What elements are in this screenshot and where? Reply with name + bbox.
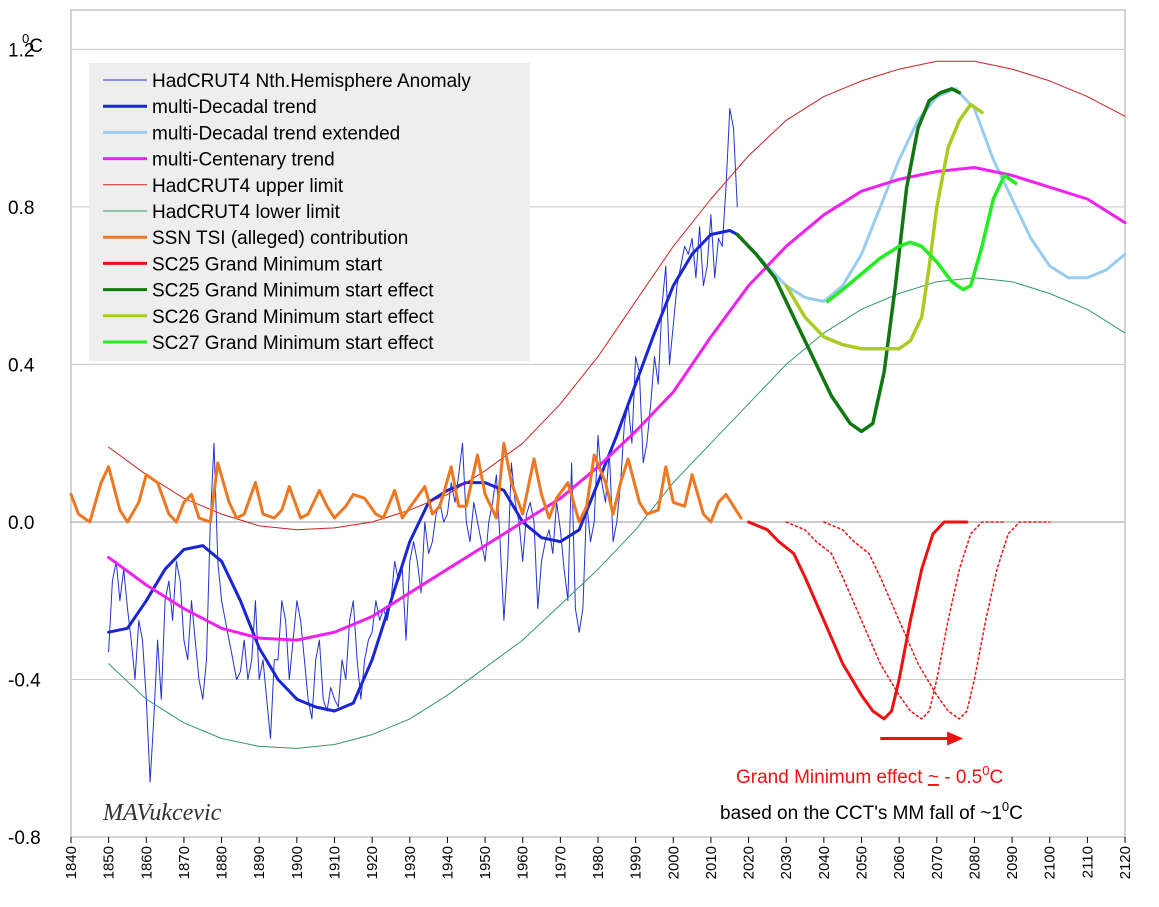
x-tick-label: 1910 [327,846,344,879]
x-tick-label: 2000 [665,846,682,879]
x-tick-label: 2050 [854,846,871,879]
x-tick-label: 2030 [778,846,795,879]
gm-effect-unit: C [989,767,1003,788]
x-tick-label: 1880 [214,846,231,879]
series-line-upper [108,60,1126,531]
legend-entry: multi-Decadal trend [152,97,317,118]
x-tick-label: 2090 [1004,846,1021,879]
x-tick-label: 2060 [891,846,908,879]
series-line-gm27_dot [823,521,1051,720]
x-tick-label: 1840 [63,846,80,879]
y-tick-label: -0.8 [8,828,41,849]
x-tick-label: 1890 [251,846,268,879]
series-line-lower [108,277,1126,749]
x-tick-label: 1900 [289,846,306,879]
basis-text: based on the CCT's MM fall of ~1 [720,803,1002,824]
signature: MAVukcevic [102,800,222,826]
gm-effect-degree: 0 [982,763,989,778]
y-tick-label: 0.8 [8,198,34,219]
basis-degree: 0 [1002,799,1009,814]
legend-entry: multi-Centenary trend [152,150,335,171]
legend-entry: SC27 Grand Minimum start effect [152,333,434,354]
x-tick-label: 1850 [101,846,118,879]
x-tick-label: 2080 [966,846,983,879]
x-tick-label: 1860 [138,846,155,879]
legend-entry: SC25 Grand Minimum start effect [152,281,434,302]
y-tick-label: -0.4 [8,670,41,691]
series-line-eff26 [784,102,984,351]
x-tick-label: 1980 [590,846,607,879]
series-line-eff25 [735,87,962,434]
x-tick-label: 2040 [816,846,833,879]
legend-entry: SC26 Grand Minimum start effect [152,307,434,328]
gm-effect-label: Grand Minimum effect ~ - 0.50C [736,763,1003,788]
x-tick-label: 2100 [1042,846,1059,879]
legend-entry: HadCRUT4 upper limit [152,176,344,197]
x-tick-label: 1920 [364,846,381,879]
y-axis-unit-degree: 0 [22,31,29,46]
series-line-centenary [107,166,1127,642]
gm-effect-value: - 0.5 [939,767,982,788]
x-tick-label: 2110 [1079,846,1096,878]
x-tick-label: 1870 [176,846,193,879]
gm-arrow-head [947,731,964,746]
x-tick-label: 1990 [628,846,645,879]
x-tick-label: 2120 [1117,846,1134,879]
series-line-tsi [69,441,743,524]
x-tick-label: 1950 [477,846,494,879]
gm-effect-approx: ~ [928,767,939,788]
y-tick-label: 0.4 [8,355,35,376]
basis-unit: C [1009,803,1023,824]
x-tick-label: 1940 [439,846,456,879]
legend-entry: multi-Decadal trend extended [152,123,400,144]
series-line-anomaly [108,108,738,783]
x-tick-label: 2070 [929,846,946,879]
legend-entry: HadCRUT4 Nth.Hemisphere Anomaly [152,71,471,92]
y-axis-unit: 0C [22,31,43,57]
y-tick-label: 1.2 [8,40,34,61]
x-tick-label: 1960 [515,846,532,879]
legend-entry: HadCRUT4 lower limit [152,202,341,223]
x-tick-label: 1930 [402,846,419,879]
legend-box [89,63,530,362]
x-tick-label: 1970 [552,846,569,879]
y-axis-unit-symbol: C [29,36,43,57]
y-tick-label: 0.0 [8,513,34,534]
series-line-gm26_dot [785,521,1006,720]
x-tick-label: 2020 [741,846,758,879]
legend: HadCRUT4 Nth.Hemisphere Anomaly multi-Dec… [89,63,530,362]
gm-effect-prefix: Grand Minimum effect [736,767,928,788]
series-line-eff27 [825,173,1018,304]
legend-entry: SC25 Grand Minimum start [152,254,383,275]
series-group [69,60,1127,783]
x-tick-label: 2010 [703,846,720,879]
series-line-gm25 [747,520,969,721]
legend-entry: SSN TSI (alleged) contribution [152,228,408,249]
basis-label: based on the CCT's MM fall of ~10C [720,799,1023,824]
